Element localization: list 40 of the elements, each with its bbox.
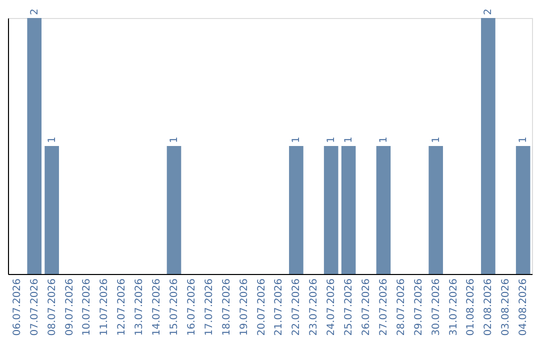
data-label: 2: [483, 8, 494, 15]
x-tick-label: 17.07.2026: [204, 278, 215, 336]
x-tick-label: 19.07.2026: [238, 278, 250, 336]
x-tick-label: 01.08.2026: [466, 278, 477, 336]
x-tick-label: 31.07.2026: [448, 278, 460, 336]
x-tick-label: 14.07.2026: [152, 278, 163, 336]
x-tick-label: 09.07.2026: [64, 278, 76, 336]
x-tick-label: 18.07.2026: [221, 278, 232, 336]
x-tick-label: 27.07.2026: [378, 278, 390, 336]
x-tick-label: 23.07.2026: [308, 278, 320, 336]
data-label: 1: [344, 136, 355, 143]
data-label: 1: [326, 136, 338, 143]
x-tick-label: 29.07.2026: [413, 278, 424, 336]
x-tick-label: 04.08.2026: [518, 278, 530, 336]
x-tick-label: 03.08.2026: [500, 278, 512, 336]
data-label: 1: [430, 136, 442, 143]
x-tick-label: 26.07.2026: [361, 278, 372, 336]
data-label: 1: [168, 136, 180, 143]
x-tick-label: 22.07.2026: [291, 278, 302, 336]
x-tick-label: 24.07.2026: [326, 278, 338, 336]
data-label: 1: [291, 136, 302, 143]
x-tick-label: 07.07.2026: [29, 278, 40, 336]
x-tick-label: 11.07.2026: [99, 278, 110, 336]
x-tick-label: 06.07.2026: [12, 278, 23, 336]
x-tick-label: 12.07.2026: [116, 278, 128, 336]
x-tick-label: 30.07.2026: [430, 278, 442, 336]
x-tick-label: 15.07.2026: [168, 278, 180, 336]
data-label: 1: [518, 136, 530, 143]
data-label: 1: [378, 136, 390, 143]
x-tick-label: 21.07.2026: [274, 278, 285, 336]
x-tick-label: 08.07.2026: [46, 278, 58, 336]
x-tick-label: 25.07.2026: [344, 278, 355, 336]
x-tick-label: 28.07.2026: [396, 278, 407, 336]
x-tick-label: 16.07.2026: [186, 278, 198, 336]
x-tick-label: 02.08.2026: [483, 278, 494, 336]
x-tick-label: 20.07.2026: [256, 278, 268, 336]
data-label: 2: [29, 8, 40, 15]
x-tick-label: 10.07.2026: [82, 278, 93, 336]
x-tick-label: 13.07.2026: [134, 278, 146, 336]
data-label: 1: [46, 136, 58, 143]
